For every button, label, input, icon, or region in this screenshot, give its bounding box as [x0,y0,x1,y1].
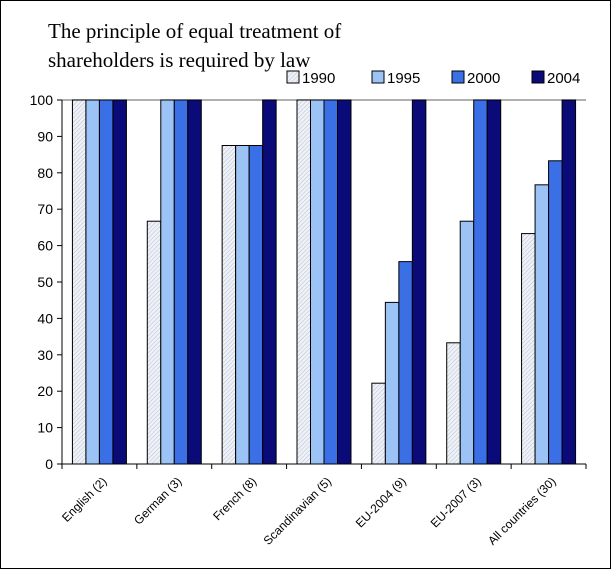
legend-label-1995: 1995 [387,70,420,87]
legend-swatch-1995 [372,71,384,83]
bar-1995 [86,100,100,464]
bar-1990 [147,221,161,464]
legend-swatch-1990 [287,71,299,83]
category-label: All countries (30) [485,474,559,548]
y-tick-label: 100 [30,92,54,108]
bar-2004 [263,100,277,464]
category-label: English (2) [59,474,109,524]
legend-swatch-2004 [532,71,544,83]
category-label: French (8) [210,474,259,523]
y-tick-label: 10 [37,420,53,436]
y-tick-label: 50 [37,274,53,290]
bar-2000 [324,100,338,464]
legend-label-1990: 1990 [302,70,335,87]
bar-1995 [385,302,399,464]
bar-1995 [311,100,325,464]
bar-1990 [522,234,536,464]
bar-2000 [99,100,113,464]
bar-2000 [474,100,488,464]
bar-2004 [562,100,576,464]
bar-1990 [222,146,236,465]
category-label: German (3) [131,474,184,527]
bar-1990 [297,100,311,464]
bar-1995 [535,185,549,464]
category-labels: English (2) German (3) French (8) Scandinav… [59,474,559,548]
legend-label-2000: 2000 [467,70,500,87]
bar-2000 [399,262,413,464]
bar-1990 [372,383,386,464]
bar-2004 [412,100,426,464]
bar-1990 [447,343,461,464]
y-tick-label: 60 [37,238,53,254]
y-tick-label: 70 [37,201,53,217]
legend-swatch-2000 [452,71,464,83]
legend-label-2004: 2004 [547,70,580,87]
bar-1995 [236,146,250,465]
bar-2004 [113,100,127,464]
bar-2000 [174,100,188,464]
bar-2004 [487,100,501,464]
bar-1995 [161,100,175,464]
bar-2000 [249,146,263,465]
category-label: EU-2007 (3) [428,474,484,530]
y-tick-label: 40 [37,310,53,326]
y-tick-label: 90 [37,128,53,144]
bar-1990 [72,100,86,464]
y-tick-label: 20 [37,383,53,399]
bar-2004 [338,100,352,464]
bar-2000 [549,161,563,464]
bars [72,100,575,464]
y-tick-label: 80 [37,165,53,181]
y-tick-label: 0 [45,456,53,472]
category-label: Scandinavian (5) [261,474,335,548]
bar-1995 [460,221,474,464]
y-tick-label: 30 [37,347,53,363]
legend: 1990 1995 2000 2004 [287,70,580,87]
bar-2004 [188,100,202,464]
category-label: EU-2004 (9) [353,474,409,530]
